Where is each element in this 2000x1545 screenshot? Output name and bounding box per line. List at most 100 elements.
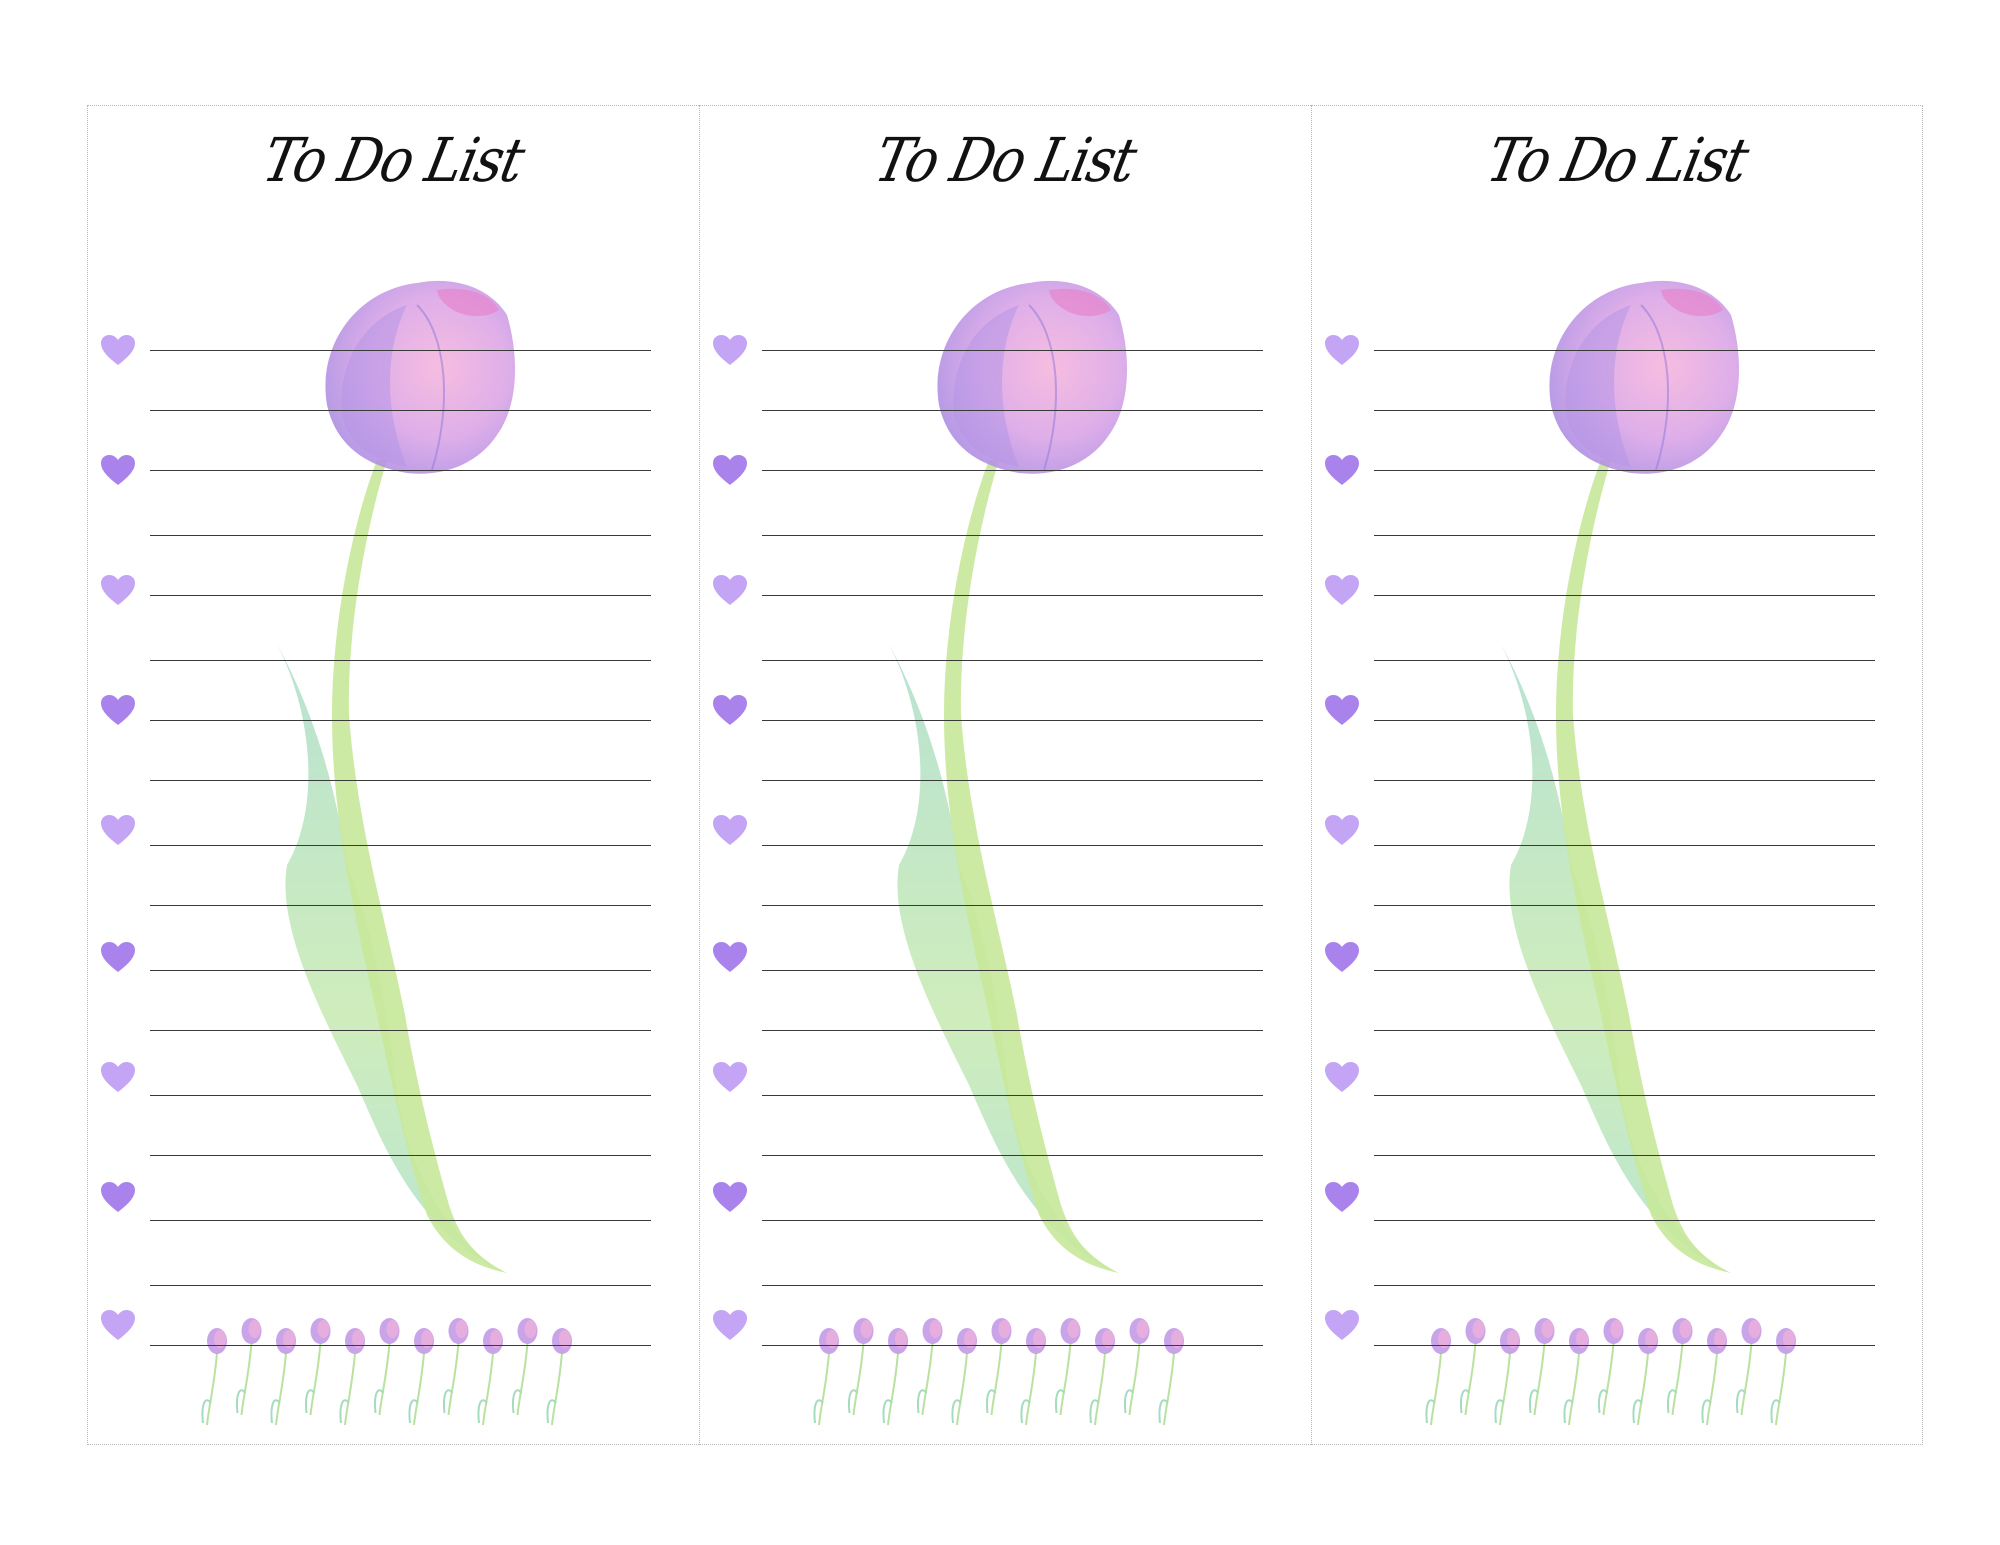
heart-icon [1323, 453, 1361, 487]
ruled-line[interactable] [1374, 535, 1875, 536]
heart-icon [99, 693, 137, 727]
ruled-line[interactable] [762, 1345, 1263, 1346]
todo-card: To Do List [1311, 105, 1923, 1445]
card-divider [1311, 105, 1312, 1445]
tulip-flower [325, 280, 516, 474]
heart-icon [711, 453, 749, 487]
heart-icon [711, 1180, 749, 1214]
small-tulips-row [201, 1318, 572, 1426]
ruled-line[interactable] [762, 660, 1263, 661]
ruled-line[interactable] [150, 1345, 651, 1346]
tulip-leaf [884, 635, 1109, 1270]
tulip-illustration [813, 280, 1184, 1426]
ruled-line[interactable] [762, 845, 1263, 846]
heart-icon [99, 940, 137, 974]
ruled-line[interactable] [1374, 720, 1875, 721]
heart-icon [711, 333, 749, 367]
tulip-illustration [201, 280, 572, 1426]
heart-icon [99, 573, 137, 607]
card-title: To Do List [256, 125, 529, 196]
ruled-line[interactable] [150, 470, 651, 471]
heart-icon [1323, 1060, 1361, 1094]
ruled-line[interactable] [762, 1285, 1263, 1286]
heart-icon [711, 1308, 749, 1342]
planner-sheet [87, 105, 1923, 1445]
ruled-line[interactable] [1374, 595, 1875, 596]
ruled-line[interactable] [1374, 660, 1875, 661]
ruled-line[interactable] [1374, 410, 1875, 411]
heart-icon [1323, 693, 1361, 727]
todo-card: To Do List [699, 105, 1311, 1445]
ruled-line[interactable] [150, 1220, 651, 1221]
ruled-line[interactable] [150, 1285, 651, 1286]
ruled-line[interactable] [762, 410, 1263, 411]
ruled-line[interactable] [1374, 1345, 1875, 1346]
ruled-line[interactable] [150, 535, 651, 536]
ruled-line[interactable] [762, 1155, 1263, 1156]
ruled-line[interactable] [1374, 1095, 1875, 1096]
heart-icon [99, 1180, 137, 1214]
heart-icon [1323, 573, 1361, 607]
ruled-line[interactable] [762, 535, 1263, 536]
tulip-leaf [1496, 635, 1721, 1270]
ruled-line[interactable] [1374, 1030, 1875, 1031]
heart-icon [711, 573, 749, 607]
ruled-line[interactable] [150, 1030, 651, 1031]
ruled-line[interactable] [150, 410, 651, 411]
todo-card: To Do List [87, 105, 699, 1445]
ruled-line[interactable] [150, 905, 651, 906]
ruled-line[interactable] [762, 350, 1263, 351]
ruled-line[interactable] [150, 350, 651, 351]
ruled-line[interactable] [1374, 780, 1875, 781]
ruled-line[interactable] [1374, 1285, 1875, 1286]
ruled-line[interactable] [1374, 470, 1875, 471]
ruled-line[interactable] [150, 845, 651, 846]
ruled-line[interactable] [150, 970, 651, 971]
small-tulips-row [1425, 1318, 1796, 1426]
heart-icon [1323, 813, 1361, 847]
ruled-line[interactable] [762, 1030, 1263, 1031]
ruled-line[interactable] [1374, 845, 1875, 846]
ruled-line[interactable] [1374, 350, 1875, 351]
heart-icon [1323, 333, 1361, 367]
tulip-flower [937, 280, 1128, 474]
ruled-line[interactable] [150, 720, 651, 721]
heart-icon [99, 1308, 137, 1342]
small-tulips-row [813, 1318, 1184, 1426]
ruled-line[interactable] [762, 970, 1263, 971]
ruled-line[interactable] [762, 595, 1263, 596]
ruled-line[interactable] [762, 470, 1263, 471]
ruled-line[interactable] [150, 1095, 651, 1096]
heart-icon [99, 333, 137, 367]
heart-icon [99, 453, 137, 487]
ruled-line[interactable] [1374, 1220, 1875, 1221]
card-title: To Do List [868, 125, 1141, 196]
tulip-stem [1556, 460, 1731, 1273]
heart-icon [711, 940, 749, 974]
heart-icon [1323, 940, 1361, 974]
tulip-stem [944, 460, 1119, 1273]
ruled-line[interactable] [1374, 905, 1875, 906]
heart-icon [711, 1060, 749, 1094]
ruled-line[interactable] [150, 660, 651, 661]
tulip-flower [1549, 280, 1740, 474]
heart-icon [1323, 1308, 1361, 1342]
ruled-line[interactable] [762, 905, 1263, 906]
ruled-line[interactable] [762, 1220, 1263, 1221]
heart-icon [711, 813, 749, 847]
heart-icon [99, 1060, 137, 1094]
ruled-line[interactable] [762, 720, 1263, 721]
ruled-line[interactable] [150, 595, 651, 596]
ruled-line[interactable] [1374, 970, 1875, 971]
card-divider [699, 105, 700, 1445]
heart-icon [1323, 1180, 1361, 1214]
ruled-line[interactable] [150, 1155, 651, 1156]
ruled-line[interactable] [762, 1095, 1263, 1096]
tulip-illustration [1425, 280, 1796, 1426]
ruled-line[interactable] [150, 780, 651, 781]
tulip-stem [332, 460, 507, 1273]
heart-icon [99, 813, 137, 847]
heart-icon [711, 693, 749, 727]
ruled-line[interactable] [762, 780, 1263, 781]
ruled-line[interactable] [1374, 1155, 1875, 1156]
